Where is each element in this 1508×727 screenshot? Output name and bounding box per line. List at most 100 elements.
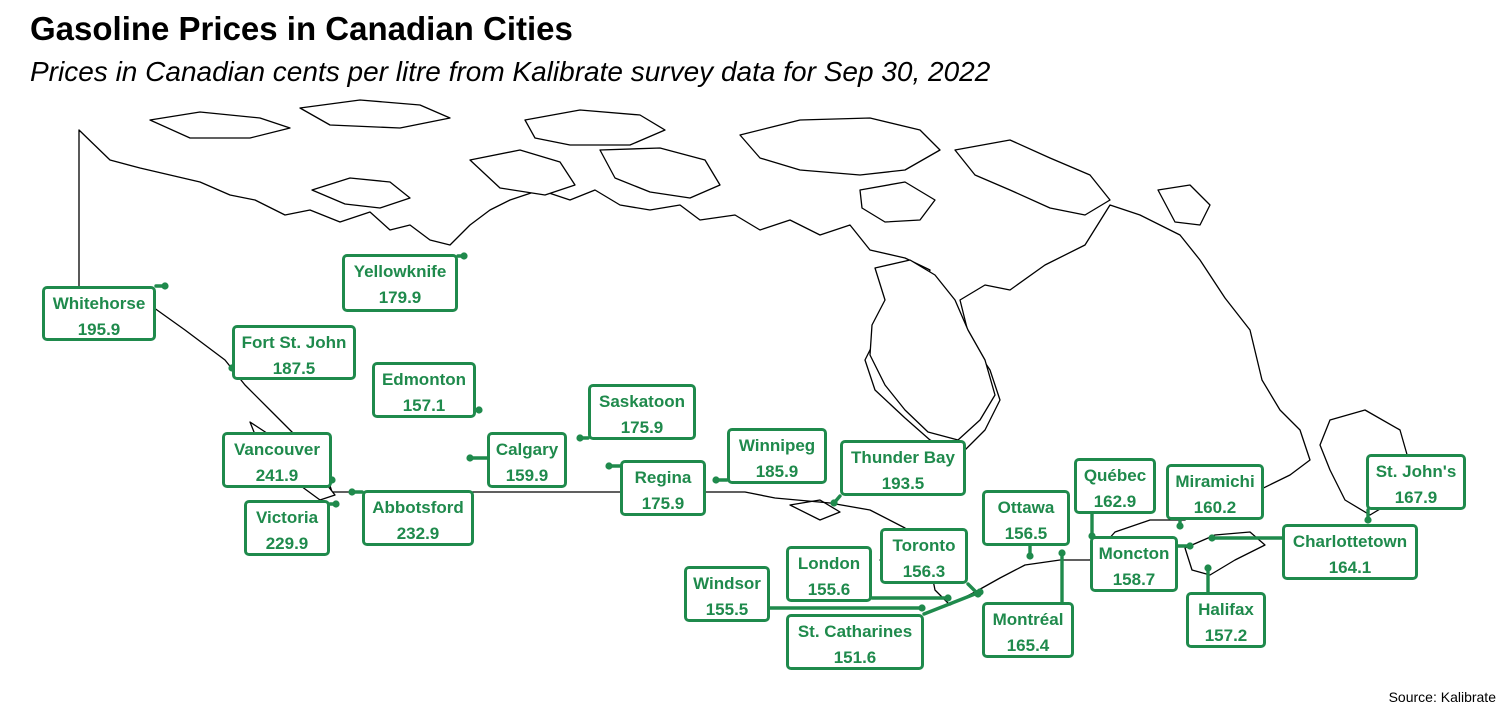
city-price: 151.6 [833, 648, 877, 667]
city-name: Ottawa [997, 498, 1055, 517]
city-marker-abbotsford [348, 488, 356, 496]
city-marker-whitehorse [161, 282, 169, 290]
city-label-whitehorse: Whitehorse 195.9 [42, 286, 156, 341]
city-name: Montréal [992, 610, 1064, 629]
city-price: 155.5 [705, 600, 749, 619]
nova-scotia [1184, 531, 1266, 576]
city-marker-saskatoon [576, 434, 584, 442]
city-price: 156.3 [902, 562, 946, 581]
city-marker-thunder-bay [830, 499, 838, 507]
leader-line-st-catharines [922, 590, 982, 616]
arctic-island [469, 149, 576, 196]
city-name: Toronto [892, 536, 956, 555]
city-price: 158.7 [1112, 570, 1156, 589]
city-label-yellowknife: Yellowknife 179.9 [342, 254, 458, 312]
city-label-victoria: Victoria 229.9 [244, 500, 330, 556]
city-price: 195.9 [77, 320, 121, 339]
arctic-island [149, 111, 291, 139]
city-name: Québec [1083, 466, 1147, 485]
city-label-vancouver: Vancouver 241.9 [222, 432, 332, 488]
baffin-north [739, 117, 941, 176]
city-label-st-catharines: St. Catharines 151.6 [786, 614, 924, 670]
city-marker-victoria [332, 500, 340, 508]
mainland-coast [78, 129, 1311, 606]
city-marker-windsor [918, 604, 926, 612]
city-label-calgary: Calgary 159.9 [487, 432, 567, 488]
city-label-winnipeg: Winnipeg 185.9 [727, 428, 827, 484]
city-name: Victoria [255, 508, 319, 527]
city-marker-winnipeg [712, 476, 720, 484]
city-name: Charlottetown [1292, 532, 1408, 551]
city-label-thunder-bay: Thunder Bay 193.5 [840, 440, 966, 496]
city-price: 157.2 [1204, 626, 1248, 645]
city-marker-st-catharines [976, 588, 984, 596]
city-price: 187.5 [272, 359, 316, 378]
city-name: London [797, 554, 861, 573]
city-price: 193.5 [881, 474, 925, 493]
map-title: Gasoline Prices in Canadian Cities [30, 10, 573, 47]
city-price: 232.9 [396, 524, 440, 543]
city-label-saskatoon: Saskatoon 175.9 [588, 384, 696, 440]
arctic-island [311, 177, 411, 209]
city-marker-charlottetown [1208, 534, 1216, 542]
city-name: Edmonton [381, 370, 467, 389]
city-name: Miramichi [1175, 472, 1255, 491]
city-price: 167.9 [1394, 488, 1438, 507]
city-price: 162.9 [1093, 492, 1137, 511]
city-name: Yellowknife [353, 262, 447, 281]
city-price: 155.6 [807, 580, 851, 599]
city-name: Windsor [693, 574, 761, 593]
city-label-windsor: Windsor 155.5 [684, 566, 770, 622]
city-price: 159.9 [505, 466, 549, 485]
southampton-island [859, 181, 936, 223]
city-name: Saskatoon [599, 392, 685, 411]
city-marker-moncton [1186, 542, 1194, 550]
city-label-fort-st-john: Fort St. John 187.5 [232, 325, 356, 380]
source-note: Source: Kalibrate [1388, 689, 1496, 705]
city-label-halifax: Halifax 157.2 [1186, 592, 1266, 648]
city-name: St. John's [1375, 462, 1457, 481]
city-label-ottawa: Ottawa 156.5 [982, 490, 1070, 546]
city-name: Regina [634, 468, 692, 487]
city-marker-st-johns [1364, 516, 1372, 524]
lake-superior [789, 499, 841, 521]
city-price: 241.9 [255, 466, 299, 485]
city-name: Abbotsford [372, 498, 464, 517]
city-name: Moncton [1098, 544, 1170, 563]
city-marker-regina [605, 462, 613, 470]
city-price: 156.5 [1004, 524, 1048, 543]
city-label-st-johns: St. John's 167.9 [1366, 454, 1466, 510]
city-label-moncton: Moncton 158.7 [1090, 536, 1178, 592]
hudson-bay [869, 259, 996, 441]
city-name: Whitehorse [52, 294, 146, 313]
arctic-island [524, 109, 666, 146]
city-name: Halifax [1198, 600, 1254, 619]
city-marker-miramichi [1176, 522, 1184, 530]
city-name: St. Catharines [797, 622, 913, 641]
city-marker-yellowknife [460, 252, 468, 260]
city-marker-london [944, 594, 952, 602]
city-label-toronto: Toronto 156.3 [880, 528, 968, 584]
city-name: Vancouver [234, 440, 320, 459]
city-price: 165.4 [1006, 636, 1050, 655]
city-price: 229.9 [265, 534, 309, 553]
city-marker-calgary [466, 454, 474, 462]
city-marker-montreal [1058, 549, 1066, 557]
city-marker-edmonton [475, 406, 483, 414]
city-name: Thunder Bay [851, 448, 955, 467]
city-label-edmonton: Edmonton 157.1 [372, 362, 476, 418]
city-price: 179.9 [378, 288, 422, 307]
city-label-abbotsford: Abbotsford 232.9 [362, 490, 474, 546]
city-marker-ottawa [1026, 552, 1034, 560]
city-name: Calgary [495, 440, 559, 459]
arctic-island [599, 147, 721, 199]
city-price: 175.9 [641, 494, 685, 513]
city-name: Winnipeg [738, 436, 816, 455]
city-price: 185.9 [755, 462, 799, 481]
map-subtitle: Prices in Canadian cents per litre from … [30, 56, 991, 87]
city-label-miramichi: Miramichi 160.2 [1166, 464, 1264, 520]
arctic-island [1157, 184, 1211, 226]
baffin-island [954, 139, 1111, 216]
city-price: 175.9 [620, 418, 664, 437]
city-name: Fort St. John [241, 333, 347, 352]
